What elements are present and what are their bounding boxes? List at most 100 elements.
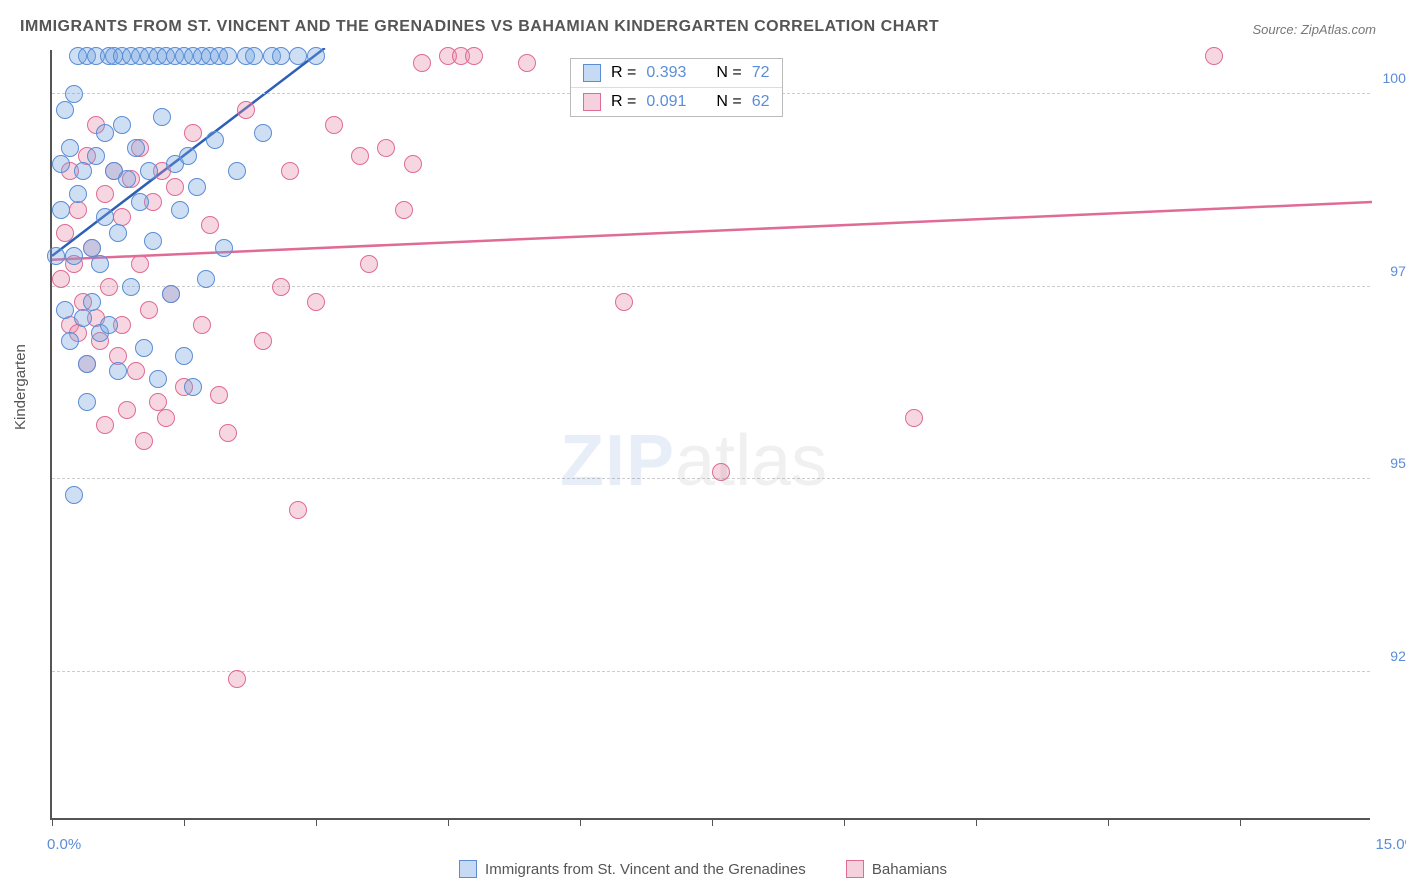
data-point xyxy=(404,155,422,173)
y-tick-label: 92.5% xyxy=(1375,648,1406,664)
x-tick xyxy=(52,818,53,826)
x-tick xyxy=(844,818,845,826)
r-value-series-b: 0.091 xyxy=(646,93,686,111)
data-point xyxy=(395,201,413,219)
data-point xyxy=(118,170,136,188)
data-point xyxy=(166,178,184,196)
data-point xyxy=(179,147,197,165)
data-point xyxy=(52,155,70,173)
r-label: R = xyxy=(611,93,636,111)
data-point xyxy=(272,278,290,296)
data-point xyxy=(78,355,96,373)
data-point xyxy=(96,124,114,142)
data-point xyxy=(254,124,272,142)
data-point xyxy=(254,332,272,350)
data-point xyxy=(712,463,730,481)
data-point xyxy=(96,208,114,226)
data-point xyxy=(201,216,219,234)
x-tick xyxy=(1108,818,1109,826)
data-point xyxy=(131,255,149,273)
data-point xyxy=(65,247,83,265)
data-point xyxy=(109,362,127,380)
data-point xyxy=(171,201,189,219)
data-point xyxy=(465,47,483,65)
data-point xyxy=(91,255,109,273)
data-point xyxy=(118,401,136,419)
data-point xyxy=(307,47,325,65)
data-point xyxy=(52,270,70,288)
x-tick-label-max: 15.0% xyxy=(1375,836,1406,853)
data-point xyxy=(127,139,145,157)
data-point xyxy=(289,501,307,519)
data-point xyxy=(144,232,162,250)
source-attribution: Source: ZipAtlas.com xyxy=(1252,22,1376,37)
data-point xyxy=(52,201,70,219)
data-point xyxy=(228,670,246,688)
gridline-h xyxy=(52,671,1370,672)
x-tick xyxy=(580,818,581,826)
data-point xyxy=(245,47,263,65)
trend-line xyxy=(52,202,1372,260)
data-point xyxy=(215,239,233,257)
data-point xyxy=(237,101,255,119)
data-point xyxy=(184,378,202,396)
data-point xyxy=(65,486,83,504)
data-point xyxy=(615,293,633,311)
legend-row-series-a: R = 0.393 N = 72 xyxy=(571,59,782,87)
data-point xyxy=(413,54,431,72)
data-point xyxy=(197,270,215,288)
y-tick-label: 97.5% xyxy=(1375,263,1406,279)
data-point xyxy=(351,147,369,165)
y-tick-label: 100.0% xyxy=(1375,70,1406,86)
data-point xyxy=(210,386,228,404)
data-point xyxy=(219,47,237,65)
x-tick xyxy=(1240,818,1241,826)
x-tick xyxy=(976,818,977,826)
data-point xyxy=(377,139,395,157)
x-tick xyxy=(448,818,449,826)
data-point xyxy=(61,332,79,350)
data-point xyxy=(96,185,114,203)
data-point xyxy=(74,162,92,180)
swatch-series-a xyxy=(583,64,601,82)
data-point xyxy=(188,178,206,196)
series-legend: Immigrants from St. Vincent and the Gren… xyxy=(0,860,1406,882)
data-point xyxy=(100,278,118,296)
data-point xyxy=(272,47,290,65)
data-point xyxy=(905,409,923,427)
data-point xyxy=(56,301,74,319)
data-point xyxy=(162,285,180,303)
data-point xyxy=(127,362,145,380)
legend-item-series-b: Bahamians xyxy=(846,860,947,878)
data-point xyxy=(96,416,114,434)
data-point xyxy=(153,108,171,126)
n-value-series-a: 72 xyxy=(752,64,770,82)
data-point xyxy=(47,247,65,265)
data-point xyxy=(56,101,74,119)
r-label: R = xyxy=(611,64,636,82)
data-point xyxy=(289,47,307,65)
legend-row-series-b: R = 0.091 N = 62 xyxy=(571,87,782,116)
n-label: N = xyxy=(716,64,741,82)
data-point xyxy=(360,255,378,273)
data-point xyxy=(325,116,343,134)
data-point xyxy=(518,54,536,72)
x-tick xyxy=(184,818,185,826)
data-point xyxy=(307,293,325,311)
n-label: N = xyxy=(716,93,741,111)
r-value-series-a: 0.393 xyxy=(646,64,686,82)
gridline-h xyxy=(52,286,1370,287)
x-tick-label-min: 0.0% xyxy=(47,836,81,853)
data-point xyxy=(193,316,211,334)
data-point xyxy=(113,116,131,134)
data-point xyxy=(140,301,158,319)
x-tick xyxy=(712,818,713,826)
trend-lines xyxy=(52,48,1372,818)
gridline-h xyxy=(52,478,1370,479)
data-point xyxy=(100,316,118,334)
correlation-legend: R = 0.393 N = 72 R = 0.091 N = 62 xyxy=(570,58,783,117)
data-point xyxy=(61,139,79,157)
data-point xyxy=(78,393,96,411)
data-point xyxy=(109,224,127,242)
x-tick xyxy=(316,818,317,826)
